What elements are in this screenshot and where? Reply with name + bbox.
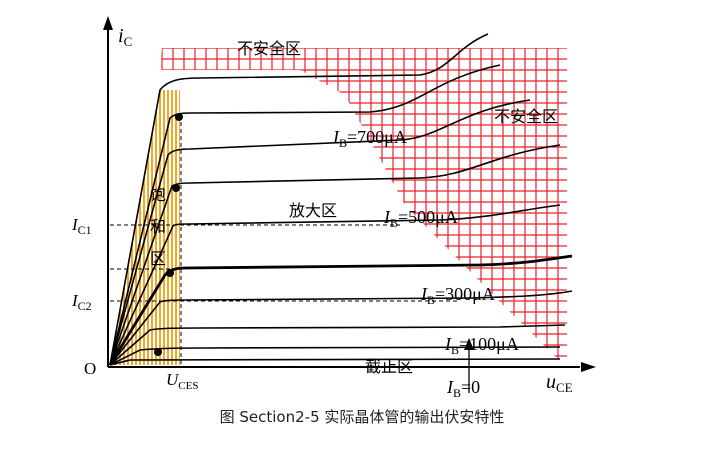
cutoff-region-label: 截止区: [365, 357, 413, 376]
ib-0-label: IB=0: [446, 377, 480, 400]
ib-100-label: IB=100μA: [444, 334, 519, 357]
saturation-label-3: 区: [150, 249, 166, 268]
curve-ib-200: [109, 324, 566, 366]
ib-500-label: IB=500μA: [383, 207, 458, 230]
dot-4: [154, 348, 162, 356]
uces-label: UCES: [166, 370, 198, 392]
unsafe-region-right-label: 不安全区: [494, 107, 558, 126]
saturation-label-2: 和: [150, 217, 166, 236]
unsafe-region-top-label: 不安全区: [237, 39, 301, 58]
output-characteristics-diagram: iC uCE O IC1 IC2 UCES 不安全区 不安全区 放大区 饱 和 …: [71, 16, 596, 400]
curve-ib-500: [109, 204, 561, 366]
ib-300-label: IB=300μA: [420, 284, 495, 307]
y-axis-arrow: [103, 16, 113, 30]
x-axis-label: uCE: [546, 371, 573, 395]
dot-2: [172, 184, 180, 192]
amplification-region-label: 放大区: [289, 201, 337, 220]
curve-ib-800: [109, 64, 501, 366]
ic2-label: IC2: [71, 291, 92, 313]
curve-ib-0: [109, 358, 561, 366]
ib-700-label: IB=700μA: [332, 127, 407, 150]
curve-unsafe-top: [109, 33, 489, 366]
axes: [103, 16, 596, 393]
y-axis-label: iC: [118, 25, 132, 49]
ib0-pointer-arrow: [464, 338, 474, 350]
curve-ib-700: [109, 99, 531, 366]
dot-1: [175, 113, 183, 121]
reference-dashed-lines: [110, 115, 460, 368]
curve-ib-300: [109, 290, 573, 366]
unsafe-region-grid: [161, 48, 567, 368]
ic1-label: IC1: [71, 215, 92, 237]
figure-caption: 图 Section2-5 实际晶体管的输出伏安特性: [219, 408, 505, 426]
x-axis-arrow: [581, 362, 596, 372]
saturation-boundary-dots: [154, 113, 183, 356]
dot-3: [166, 269, 174, 277]
saturation-region-stripes: [111, 90, 180, 365]
curve-ib-100: [109, 346, 561, 366]
saturation-label-1: 饱: [150, 185, 166, 204]
origin-label: O: [84, 359, 96, 378]
